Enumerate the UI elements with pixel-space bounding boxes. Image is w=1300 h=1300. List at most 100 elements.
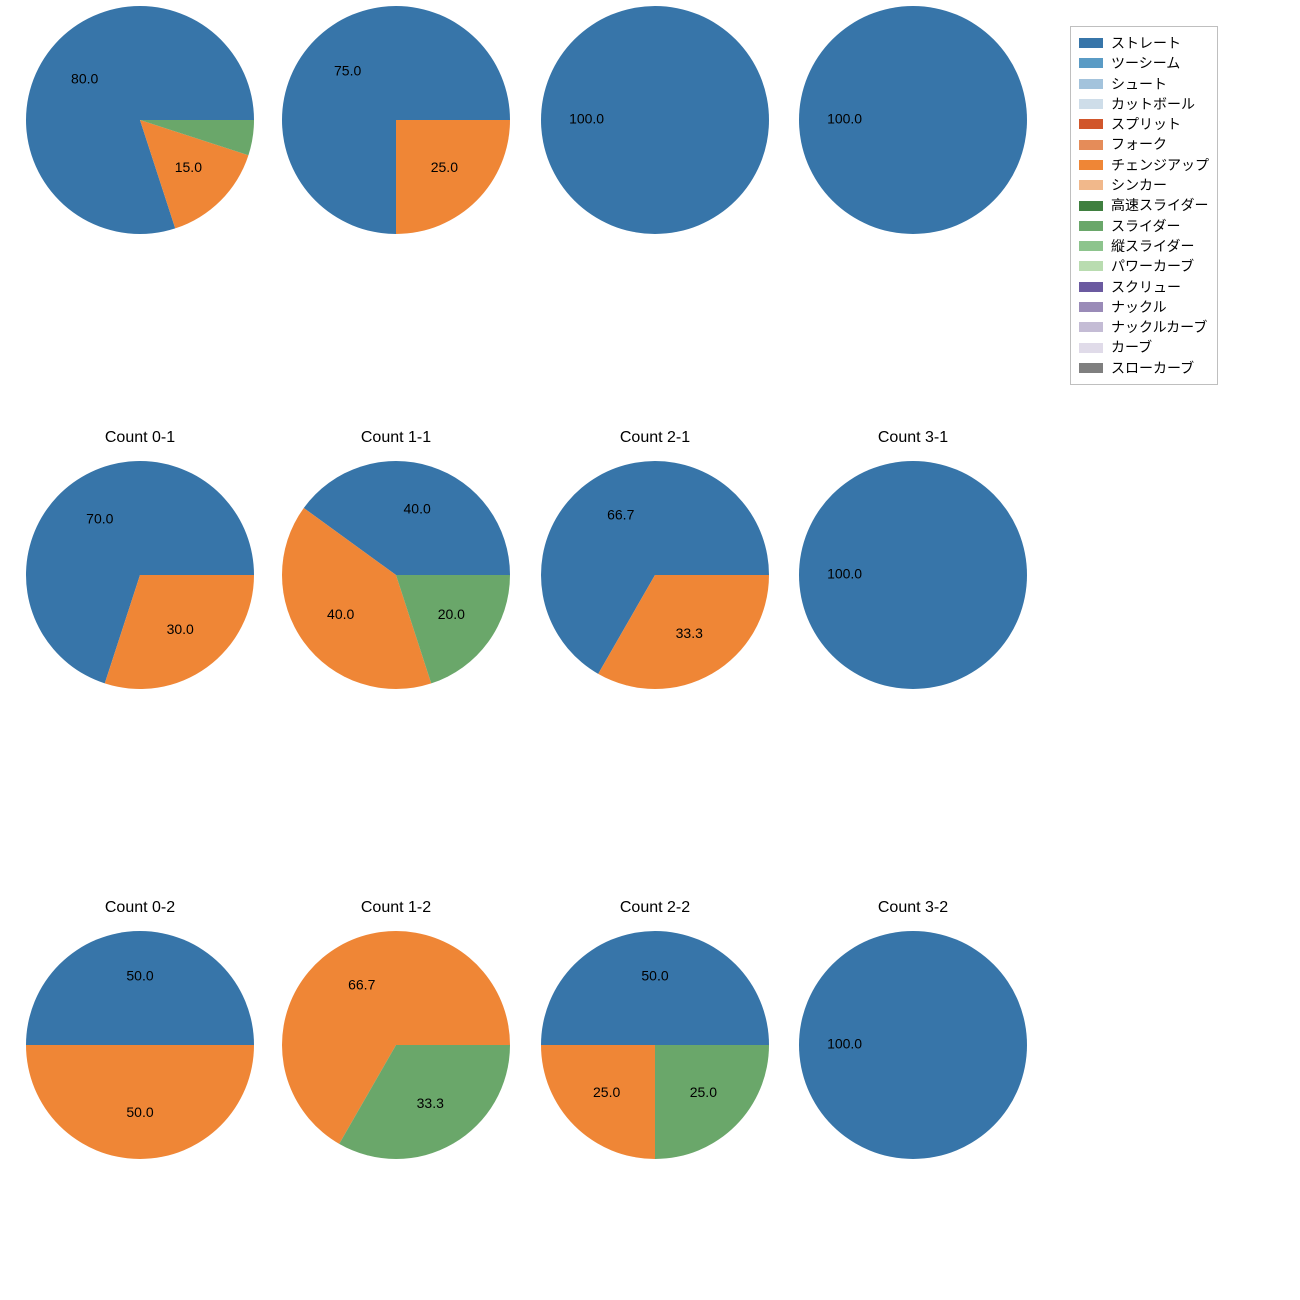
legend-label: スローカーブ — [1111, 358, 1194, 378]
pie-wrap: 70.0 30.0 — [26, 461, 254, 694]
pie-chart: 66.7 33.3 — [282, 931, 510, 1159]
legend-swatch — [1079, 180, 1103, 190]
pie-wrap: 100.0 — [799, 931, 1027, 1164]
pie-wrap: 75.025.0 — [282, 6, 510, 239]
legend-item: シンカー — [1079, 175, 1209, 195]
legend-item: シュート — [1079, 74, 1209, 94]
pie-slice-label: 33.3 — [417, 1095, 444, 1111]
legend-item: カーブ — [1079, 337, 1209, 357]
legend-item: ナックルカーブ — [1079, 317, 1209, 337]
legend-label: スクリュー — [1111, 277, 1181, 297]
legend-item: スプリット — [1079, 114, 1209, 134]
chart-title: Count 3-2 — [878, 899, 948, 917]
legend-label: 縦スライダー — [1111, 236, 1194, 256]
legend-swatch — [1079, 79, 1103, 89]
pie-chart: 100.0 — [799, 931, 1027, 1159]
legend-item: スローカーブ — [1079, 358, 1209, 378]
pie-slice — [396, 120, 510, 234]
pie-slice-label: 50.0 — [641, 967, 668, 983]
chart-grid: Count 0-080.015.0Count 1-075.025.0Count … — [0, 0, 1300, 1300]
pie-slice-label: 25.0 — [593, 1084, 620, 1100]
pie-chart: 70.0 30.0 — [26, 461, 254, 689]
pie-slice-label: 80.0 — [71, 70, 98, 86]
pie-slice-label: 66.7 — [607, 507, 634, 523]
pie-wrap: 66.7 33.3 — [541, 461, 769, 694]
legend-swatch — [1079, 343, 1103, 353]
pie-wrap: 100.0 — [799, 6, 1027, 239]
legend-item: スライダー — [1079, 216, 1209, 236]
pie-slice — [26, 1045, 254, 1159]
legend-item: カットボール — [1079, 94, 1209, 114]
legend-item: 高速スライダー — [1079, 195, 1209, 215]
legend-swatch — [1079, 302, 1103, 312]
legend-swatch — [1079, 99, 1103, 109]
pie-slice-label: 40.0 — [404, 501, 431, 517]
legend-item: ツーシーム — [1079, 53, 1209, 73]
pie-chart: 80.0 15.0 — [26, 6, 254, 234]
pie-chart: 100.0 — [541, 6, 769, 234]
legend-label: シンカー — [1111, 175, 1167, 195]
pie-chart: 100.0 — [799, 6, 1027, 234]
pie-slice-label: 100.0 — [569, 111, 604, 127]
legend-label: チェンジアップ — [1111, 155, 1209, 175]
chart-title: Count 2-1 — [620, 429, 690, 447]
pie-chart: 50.025.025.0 — [541, 931, 769, 1159]
pie-chart: 50.0 50.0 — [26, 931, 254, 1159]
legend-swatch — [1079, 38, 1103, 48]
legend-item: チェンジアップ — [1079, 155, 1209, 175]
chart-title: Count 1-1 — [361, 429, 431, 447]
legend-label: シュート — [1111, 74, 1167, 94]
legend-swatch — [1079, 160, 1103, 170]
legend-label: フォーク — [1111, 134, 1167, 154]
pie-slice-label: 30.0 — [167, 621, 194, 637]
legend-swatch — [1079, 201, 1103, 211]
pie-slice-label: 70.0 — [86, 510, 113, 526]
pie-slice — [26, 931, 254, 1045]
legend-label: スプリット — [1111, 114, 1181, 134]
legend-swatch — [1079, 241, 1103, 251]
legend-item: ナックル — [1079, 297, 1209, 317]
legend-item: パワーカーブ — [1079, 256, 1209, 276]
pie-wrap: 100.0 — [541, 6, 769, 239]
legend-label: ストレート — [1111, 33, 1181, 53]
chart-title: Count 0-2 — [105, 899, 175, 917]
legend-item: スクリュー — [1079, 277, 1209, 297]
pie-slice-label: 66.7 — [348, 977, 375, 993]
legend-label: パワーカーブ — [1111, 256, 1194, 276]
legend-label: ツーシーム — [1111, 53, 1180, 73]
pie-slice-label: 100.0 — [827, 111, 862, 127]
pie-wrap: 100.0 — [799, 461, 1027, 694]
pie-slice-label: 33.3 — [676, 625, 703, 641]
pie-slice-label: 50.0 — [126, 1104, 153, 1120]
pie-slice-label: 100.0 — [827, 1036, 862, 1052]
chart-title: Count 2-2 — [620, 899, 690, 917]
pie-wrap: 40.0 40.0 20.0 — [282, 461, 510, 694]
legend-swatch — [1079, 140, 1103, 150]
legend-label: 高速スライダー — [1111, 195, 1208, 215]
pie-slice-label: 50.0 — [126, 967, 153, 983]
legend-item: フォーク — [1079, 134, 1209, 154]
legend-label: ナックルカーブ — [1111, 317, 1207, 337]
pie-wrap: 80.0 15.0 — [26, 6, 254, 239]
pie-slice — [541, 1045, 655, 1159]
legend-swatch — [1079, 322, 1103, 332]
legend-swatch — [1079, 363, 1103, 373]
pie-slice-label: 15.0 — [175, 159, 202, 175]
pie-slice-label: 40.0 — [327, 606, 354, 622]
pie-chart: 75.025.0 — [282, 6, 510, 234]
legend-label: カットボール — [1111, 94, 1195, 114]
chart-title: Count 0-1 — [105, 429, 175, 447]
legend-swatch — [1079, 58, 1103, 68]
pie-slice-label: 20.0 — [438, 606, 465, 622]
pie-chart: 66.7 33.3 — [541, 461, 769, 689]
legend-swatch — [1079, 221, 1103, 231]
legend-label: スライダー — [1111, 216, 1180, 236]
legend-swatch — [1079, 282, 1103, 292]
pie-slice — [655, 1045, 769, 1159]
pie-wrap: 50.0 50.0 — [26, 931, 254, 1164]
pie-chart: 40.0 40.0 20.0 — [282, 461, 510, 689]
legend-label: ナックル — [1111, 297, 1167, 317]
legend-swatch — [1079, 119, 1103, 129]
pie-slice-label: 25.0 — [431, 159, 458, 175]
pie-wrap: 50.025.025.0 — [541, 931, 769, 1164]
